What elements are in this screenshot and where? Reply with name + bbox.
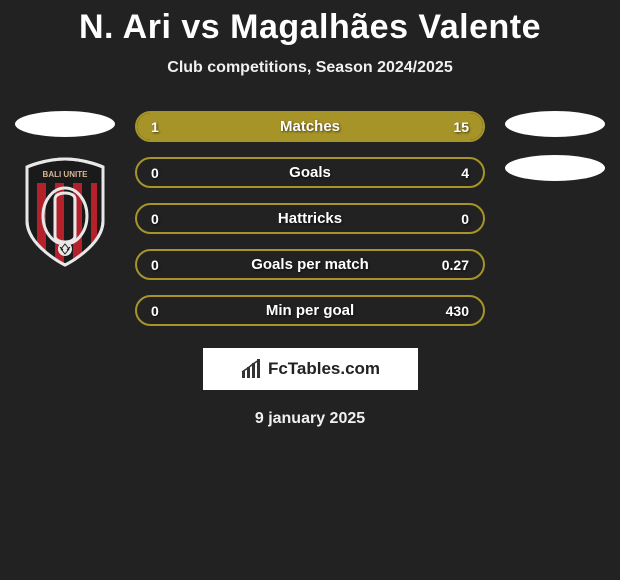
branding-banner[interactable]: FcTables.com (203, 348, 418, 390)
stat-right-value: 0 (461, 211, 469, 227)
stat-right-value: 4 (461, 165, 469, 181)
country-flag-left (15, 111, 115, 137)
stat-label: Hattricks (278, 210, 342, 227)
player-left-column: BALI UNITE (10, 111, 120, 269)
stat-fill-left (137, 113, 206, 140)
stat-fill-right (206, 113, 483, 140)
chart-icon (240, 358, 262, 380)
stat-row-matches: 1 Matches 15 (135, 111, 485, 142)
stat-row-goals-per-match: 0 Goals per match 0.27 (135, 249, 485, 280)
stat-left-value: 0 (151, 257, 159, 273)
subtitle: Club competitions, Season 2024/2025 (0, 47, 620, 77)
stat-row-min-per-goal: 0 Min per goal 430 (135, 295, 485, 326)
club-badge-left: BALI UNITE (15, 151, 115, 269)
stat-row-goals: 0 Goals 4 (135, 157, 485, 188)
page-title: N. Ari vs Magalhães Valente (0, 0, 620, 47)
stat-right-value: 15 (453, 119, 469, 135)
stat-left-value: 1 (151, 119, 159, 135)
stat-left-value: 0 (151, 211, 159, 227)
stat-label: Min per goal (266, 302, 354, 319)
club-badge-right (505, 155, 605, 181)
stat-right-value: 0.27 (442, 257, 469, 273)
stat-left-value: 0 (151, 165, 159, 181)
badge-text: BALI UNITE (43, 170, 89, 179)
stat-right-value: 430 (446, 303, 469, 319)
date-label: 9 january 2025 (0, 410, 620, 428)
stat-left-value: 0 (151, 303, 159, 319)
player-right-column (500, 111, 610, 181)
country-flag-right (505, 111, 605, 137)
stat-label: Goals (289, 164, 331, 181)
stat-row-hattricks: 0 Hattricks 0 (135, 203, 485, 234)
branding-text: FcTables.com (268, 359, 380, 379)
stat-label: Matches (280, 118, 340, 135)
stat-label: Goals per match (251, 256, 369, 273)
stats-list: 1 Matches 15 0 Goals 4 0 Hattricks 0 0 G… (135, 111, 485, 326)
comparison-content: BALI UNITE (0, 111, 620, 326)
